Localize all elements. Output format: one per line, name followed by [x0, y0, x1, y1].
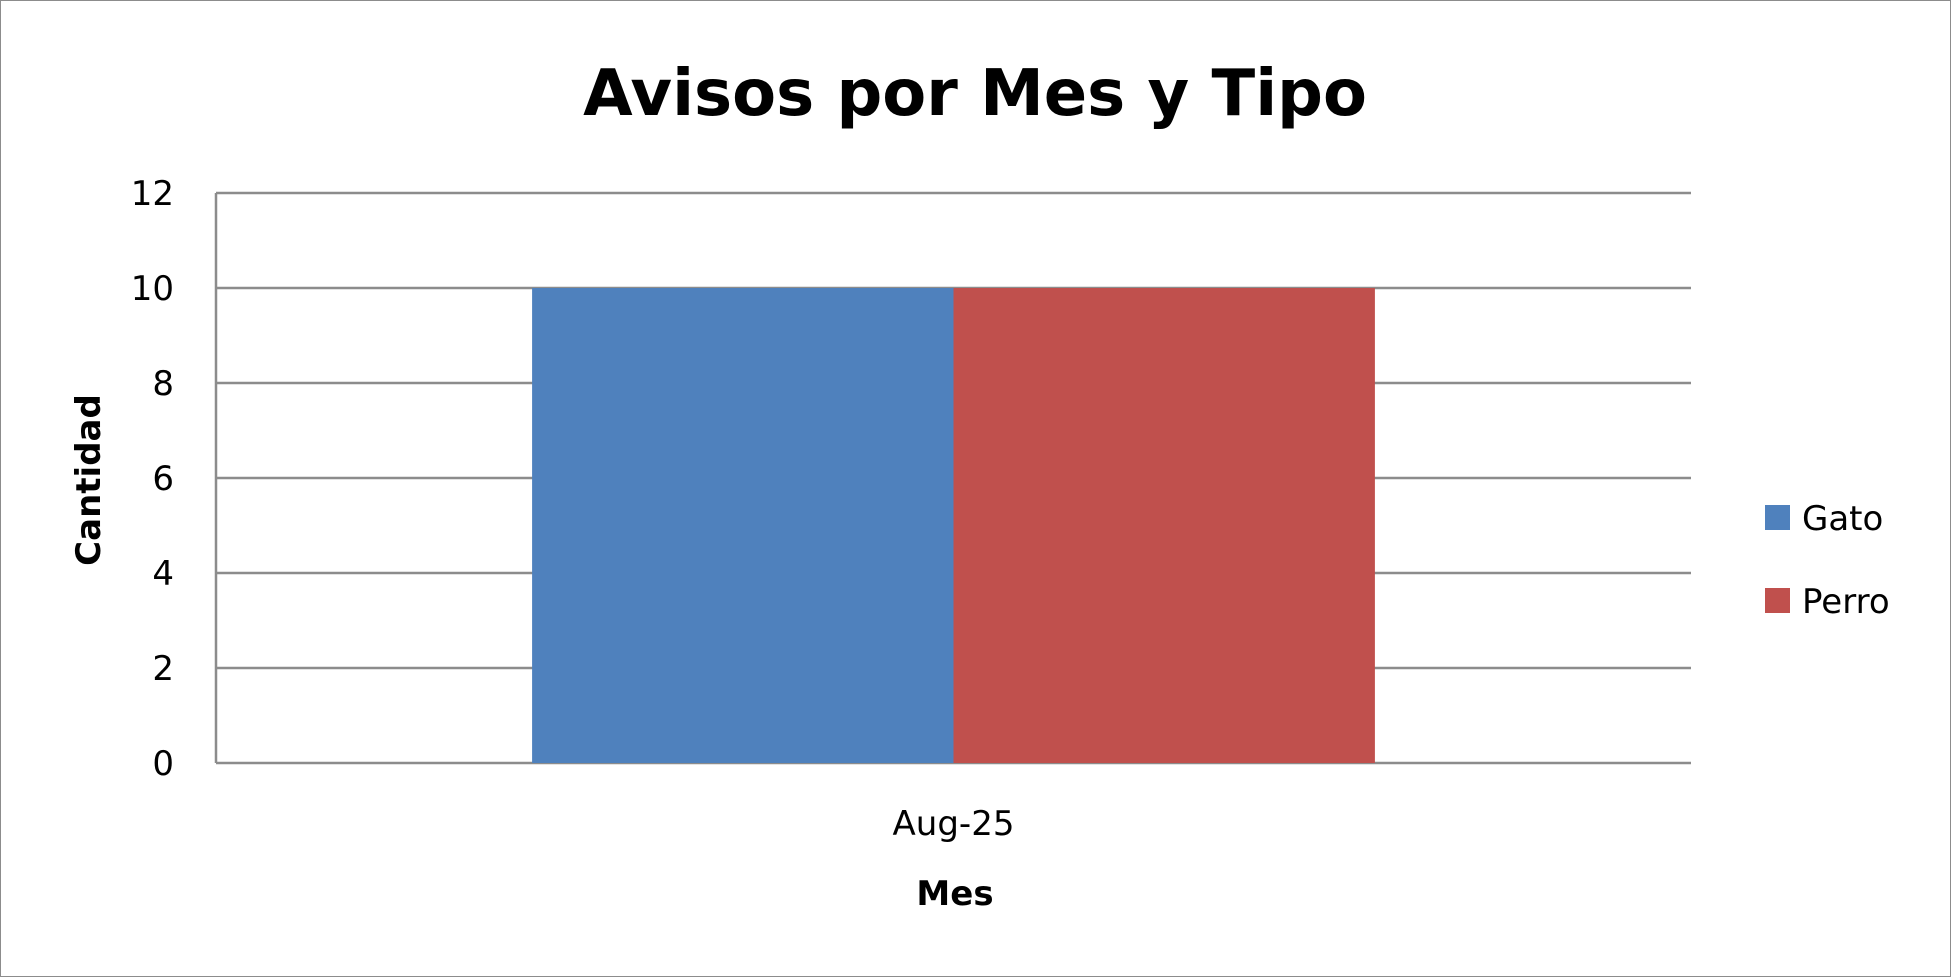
y-tick-label: 8	[152, 364, 174, 404]
x-tick-labels: Aug-25	[893, 804, 1015, 844]
y-tick-label: 0	[152, 744, 174, 784]
chart-title: Avisos por Mes y Tipo	[583, 57, 1367, 131]
legend-label-gato: Gato	[1802, 499, 1883, 539]
y-tick-label: 12	[131, 174, 174, 214]
y-tick-labels: 0 2 4 6 8 10 12	[131, 174, 174, 784]
legend-swatch-perro	[1765, 588, 1790, 613]
x-axis-title: Mes	[916, 874, 993, 914]
legend-swatch-gato	[1765, 505, 1790, 530]
y-tick-label: 4	[152, 554, 174, 594]
y-axis-title: Cantidad	[69, 394, 109, 566]
bar-perro	[953, 288, 1375, 763]
x-tick-label: Aug-25	[893, 804, 1015, 844]
y-tick-label: 2	[152, 649, 174, 689]
y-tick-label: 6	[152, 459, 174, 499]
legend: Gato Perro	[1765, 499, 1890, 622]
bars	[532, 288, 1375, 763]
legend-label-perro: Perro	[1802, 582, 1890, 622]
y-tick-label: 10	[131, 269, 174, 309]
bar-gato	[532, 288, 954, 763]
